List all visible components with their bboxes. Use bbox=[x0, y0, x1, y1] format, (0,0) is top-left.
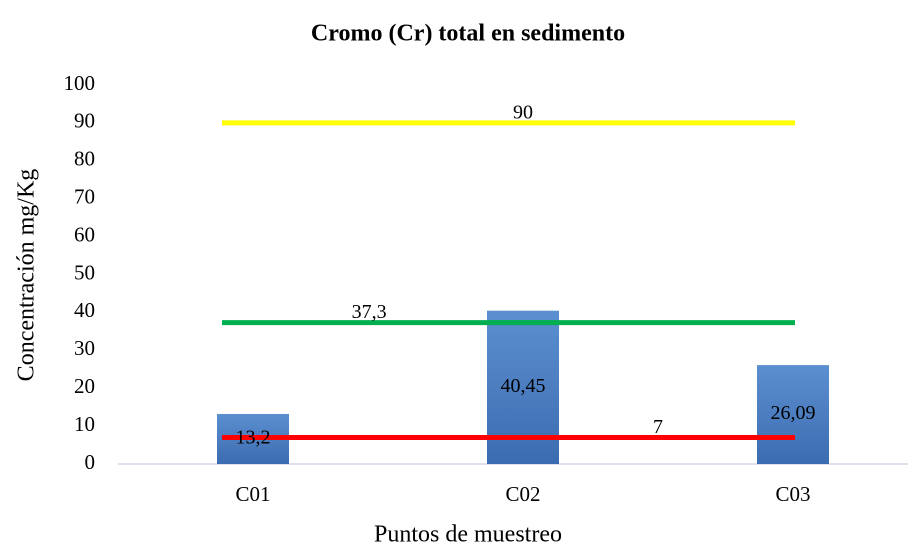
y-tick-label: 60 bbox=[74, 222, 95, 246]
x-tick-label: C01 bbox=[235, 482, 270, 506]
chart-title: Cromo (Cr) total en sedimento bbox=[311, 21, 625, 47]
data-label: 13,2 bbox=[236, 427, 271, 449]
data-label: 40,45 bbox=[501, 375, 546, 397]
y-tick-label: 80 bbox=[74, 147, 95, 171]
y-tick-label: 40 bbox=[74, 298, 95, 322]
reference-label: 90 bbox=[513, 101, 533, 123]
y-tick-label: 0 bbox=[85, 450, 96, 474]
y-tick-label: 10 bbox=[74, 412, 95, 436]
y-tick-label: 70 bbox=[74, 185, 95, 209]
y-tick-label: 30 bbox=[74, 336, 95, 360]
y-axis-title: Concentración mg/Kg bbox=[14, 169, 40, 382]
y-tick-label: 50 bbox=[74, 260, 95, 284]
y-tick-label: 90 bbox=[74, 109, 95, 133]
reference-label: 37,3 bbox=[352, 301, 387, 323]
bar bbox=[757, 365, 829, 464]
y-tick-label: 100 bbox=[64, 71, 96, 95]
x-tick-label: C03 bbox=[775, 482, 810, 506]
data-label: 26,09 bbox=[771, 402, 816, 424]
reference-label: 7 bbox=[653, 416, 663, 438]
x-axis-title: Puntos de muestreo bbox=[374, 522, 562, 548]
x-tick-label: C02 bbox=[505, 482, 540, 506]
y-tick-label: 20 bbox=[74, 374, 95, 398]
